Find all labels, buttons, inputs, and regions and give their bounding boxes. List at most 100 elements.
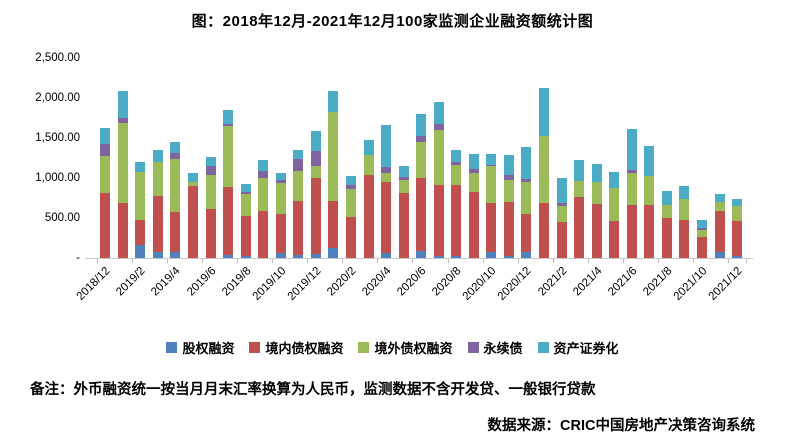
stacked-bar [644, 0, 655, 258]
x-tick-mark [307, 259, 309, 263]
bar-segment [696, 228, 707, 231]
bar-segment [293, 150, 304, 160]
bar-segment [310, 166, 321, 179]
bar-segment [696, 237, 707, 258]
stacked-bar [679, 0, 690, 258]
bar-segment [135, 171, 146, 220]
stacked-bar [293, 0, 304, 258]
bar-segment [205, 174, 216, 209]
bar-segment [223, 110, 234, 124]
bar-segment [188, 186, 199, 258]
bar-segment [591, 181, 602, 204]
bar-segment [310, 150, 321, 167]
x-tick-mark [693, 259, 695, 263]
bar-segment [486, 166, 497, 203]
legend-label: 资产证券化 [553, 341, 619, 356]
x-tick-mark [96, 259, 98, 263]
bar-segment [696, 220, 707, 228]
stacked-bar [205, 0, 216, 258]
bar-segment [433, 129, 444, 185]
legend-swatch-icon [249, 342, 261, 353]
legend-label: 股权融资 [182, 341, 235, 356]
data-source: 数据来源：CRIC中国房地产决策咨询系统 [487, 418, 755, 434]
bar-segment [117, 122, 128, 204]
bar-segment [679, 185, 690, 199]
bar-segment [258, 178, 269, 212]
bar-segment [679, 219, 690, 258]
bar-segment [170, 158, 181, 212]
bar-segment [433, 255, 444, 258]
bar-segment [135, 244, 146, 258]
bar-segment [170, 211, 181, 253]
bar-segment [345, 176, 356, 186]
bar-segment [205, 208, 216, 258]
bar-segment [258, 211, 269, 258]
stacked-bar [117, 0, 128, 258]
x-tick-mark [447, 259, 449, 263]
y-tick-label: 1,500.00 [35, 132, 80, 144]
bar-segment [609, 172, 620, 189]
bar-segment [416, 136, 427, 142]
stacked-bar [468, 0, 479, 258]
bar-segment [310, 178, 321, 254]
stacked-bar [310, 0, 321, 258]
bar-segment [451, 162, 462, 166]
bar-segment [275, 173, 286, 181]
bar-segment [732, 220, 743, 257]
legend-swatch-icon [358, 342, 370, 353]
legend-item: 永续债 [467, 338, 523, 357]
stacked-bar [626, 0, 637, 258]
bar-segment [556, 202, 567, 206]
bar-segment [644, 175, 655, 205]
bar-segment [661, 218, 672, 258]
stacked-bar [539, 0, 550, 258]
y-tick-label: - [76, 252, 80, 264]
bar-segment [135, 219, 146, 245]
bar-segment [363, 140, 374, 156]
bar-segment [275, 252, 286, 258]
bar-segment [100, 144, 111, 156]
y-tick-label: 2,500.00 [35, 52, 80, 64]
bar-segment [223, 255, 234, 258]
bar-segment [240, 184, 251, 192]
y-tick-label: 1,000.00 [35, 172, 80, 184]
x-tick-mark [728, 259, 730, 263]
stacked-bar [486, 0, 497, 258]
bar-segment [486, 154, 497, 165]
x-tick-mark [552, 259, 554, 263]
bar-segment [381, 167, 392, 173]
stacked-bar [188, 0, 199, 258]
x-tick-label: 2019/10 [250, 265, 289, 303]
bar-segment [275, 182, 286, 215]
bar-segment [345, 185, 356, 190]
bar-segment [240, 255, 251, 258]
stacked-bar [433, 0, 444, 258]
y-tick-label: 2,000.00 [35, 92, 80, 104]
stacked-bar [240, 0, 251, 258]
bar-segment [521, 252, 532, 258]
bar-segment [451, 150, 462, 162]
bar-segment [433, 124, 444, 130]
stacked-bar [451, 0, 462, 258]
bar-segment [363, 155, 374, 176]
bar-segment [486, 251, 497, 258]
x-tick-mark [745, 259, 747, 263]
bar-segment [696, 230, 707, 238]
bar-segment [468, 154, 479, 169]
stacked-bar [696, 0, 707, 258]
stacked-bar [170, 0, 181, 258]
bar-segment [574, 180, 585, 197]
bar-segment [486, 164, 497, 167]
bar-segment [152, 161, 163, 196]
bar-segment [591, 204, 602, 258]
bar-segment [381, 181, 392, 253]
x-tick-mark [517, 259, 519, 263]
stacked-bar [345, 0, 356, 258]
bar-segment [152, 251, 163, 258]
x-tick-mark [587, 259, 589, 263]
x-tick-mark [342, 259, 344, 263]
bar-segment [258, 160, 269, 172]
bar-segment [714, 202, 725, 211]
bar-segment [416, 113, 427, 136]
stacked-bar [381, 0, 392, 258]
